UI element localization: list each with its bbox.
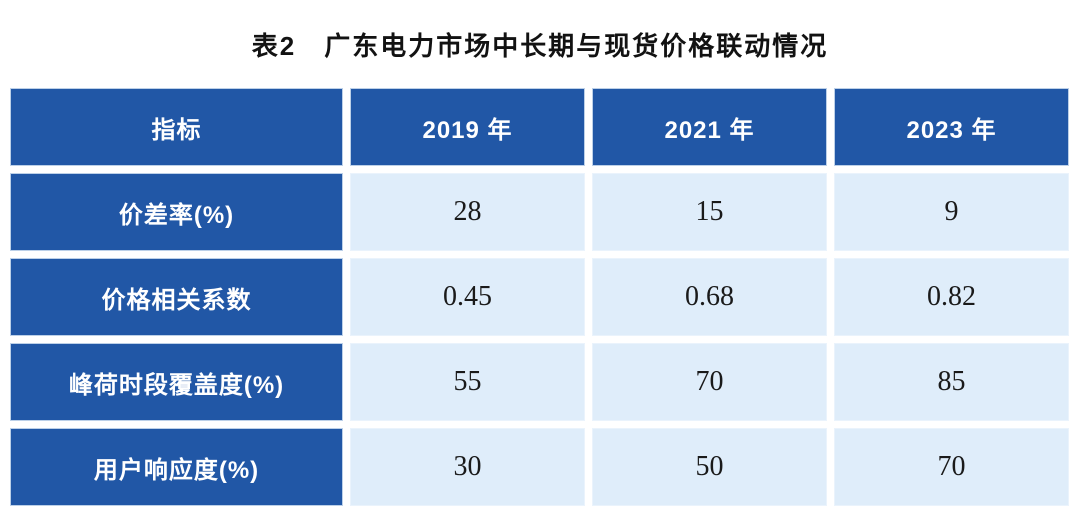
column-header-2019: 2019 年 bbox=[350, 88, 585, 166]
table-cell: 70 bbox=[592, 343, 827, 421]
table-cell: 28 bbox=[350, 173, 585, 251]
table-cell: 30 bbox=[350, 428, 585, 506]
column-header-2021: 2021 年 bbox=[592, 88, 827, 166]
column-header-2023: 2023 年 bbox=[834, 88, 1069, 166]
row-header-price-correlation: 价格相关系数 bbox=[10, 258, 343, 336]
row-header-peak-coverage: 峰荷时段覆盖度(%) bbox=[10, 343, 343, 421]
row-header-price-spread: 价差率(%) bbox=[10, 173, 343, 251]
data-table: 指标 2019 年 2021 年 2023 年 价差率(%) 28 15 9 价… bbox=[10, 88, 1069, 506]
table-cell: 85 bbox=[834, 343, 1069, 421]
row-header-user-response: 用户响应度(%) bbox=[10, 428, 343, 506]
table-cell: 55 bbox=[350, 343, 585, 421]
table-caption: 表2 广东电力市场中长期与现货价格联动情况 bbox=[251, 31, 829, 61]
table-cell: 0.82 bbox=[834, 258, 1069, 336]
column-header-indicator: 指标 bbox=[10, 88, 343, 166]
table-cell: 0.68 bbox=[592, 258, 827, 336]
table-cell: 50 bbox=[592, 428, 827, 506]
table-cell: 70 bbox=[834, 428, 1069, 506]
table-cell: 0.45 bbox=[350, 258, 585, 336]
table-cell: 9 bbox=[834, 173, 1069, 251]
table-cell: 15 bbox=[592, 173, 827, 251]
